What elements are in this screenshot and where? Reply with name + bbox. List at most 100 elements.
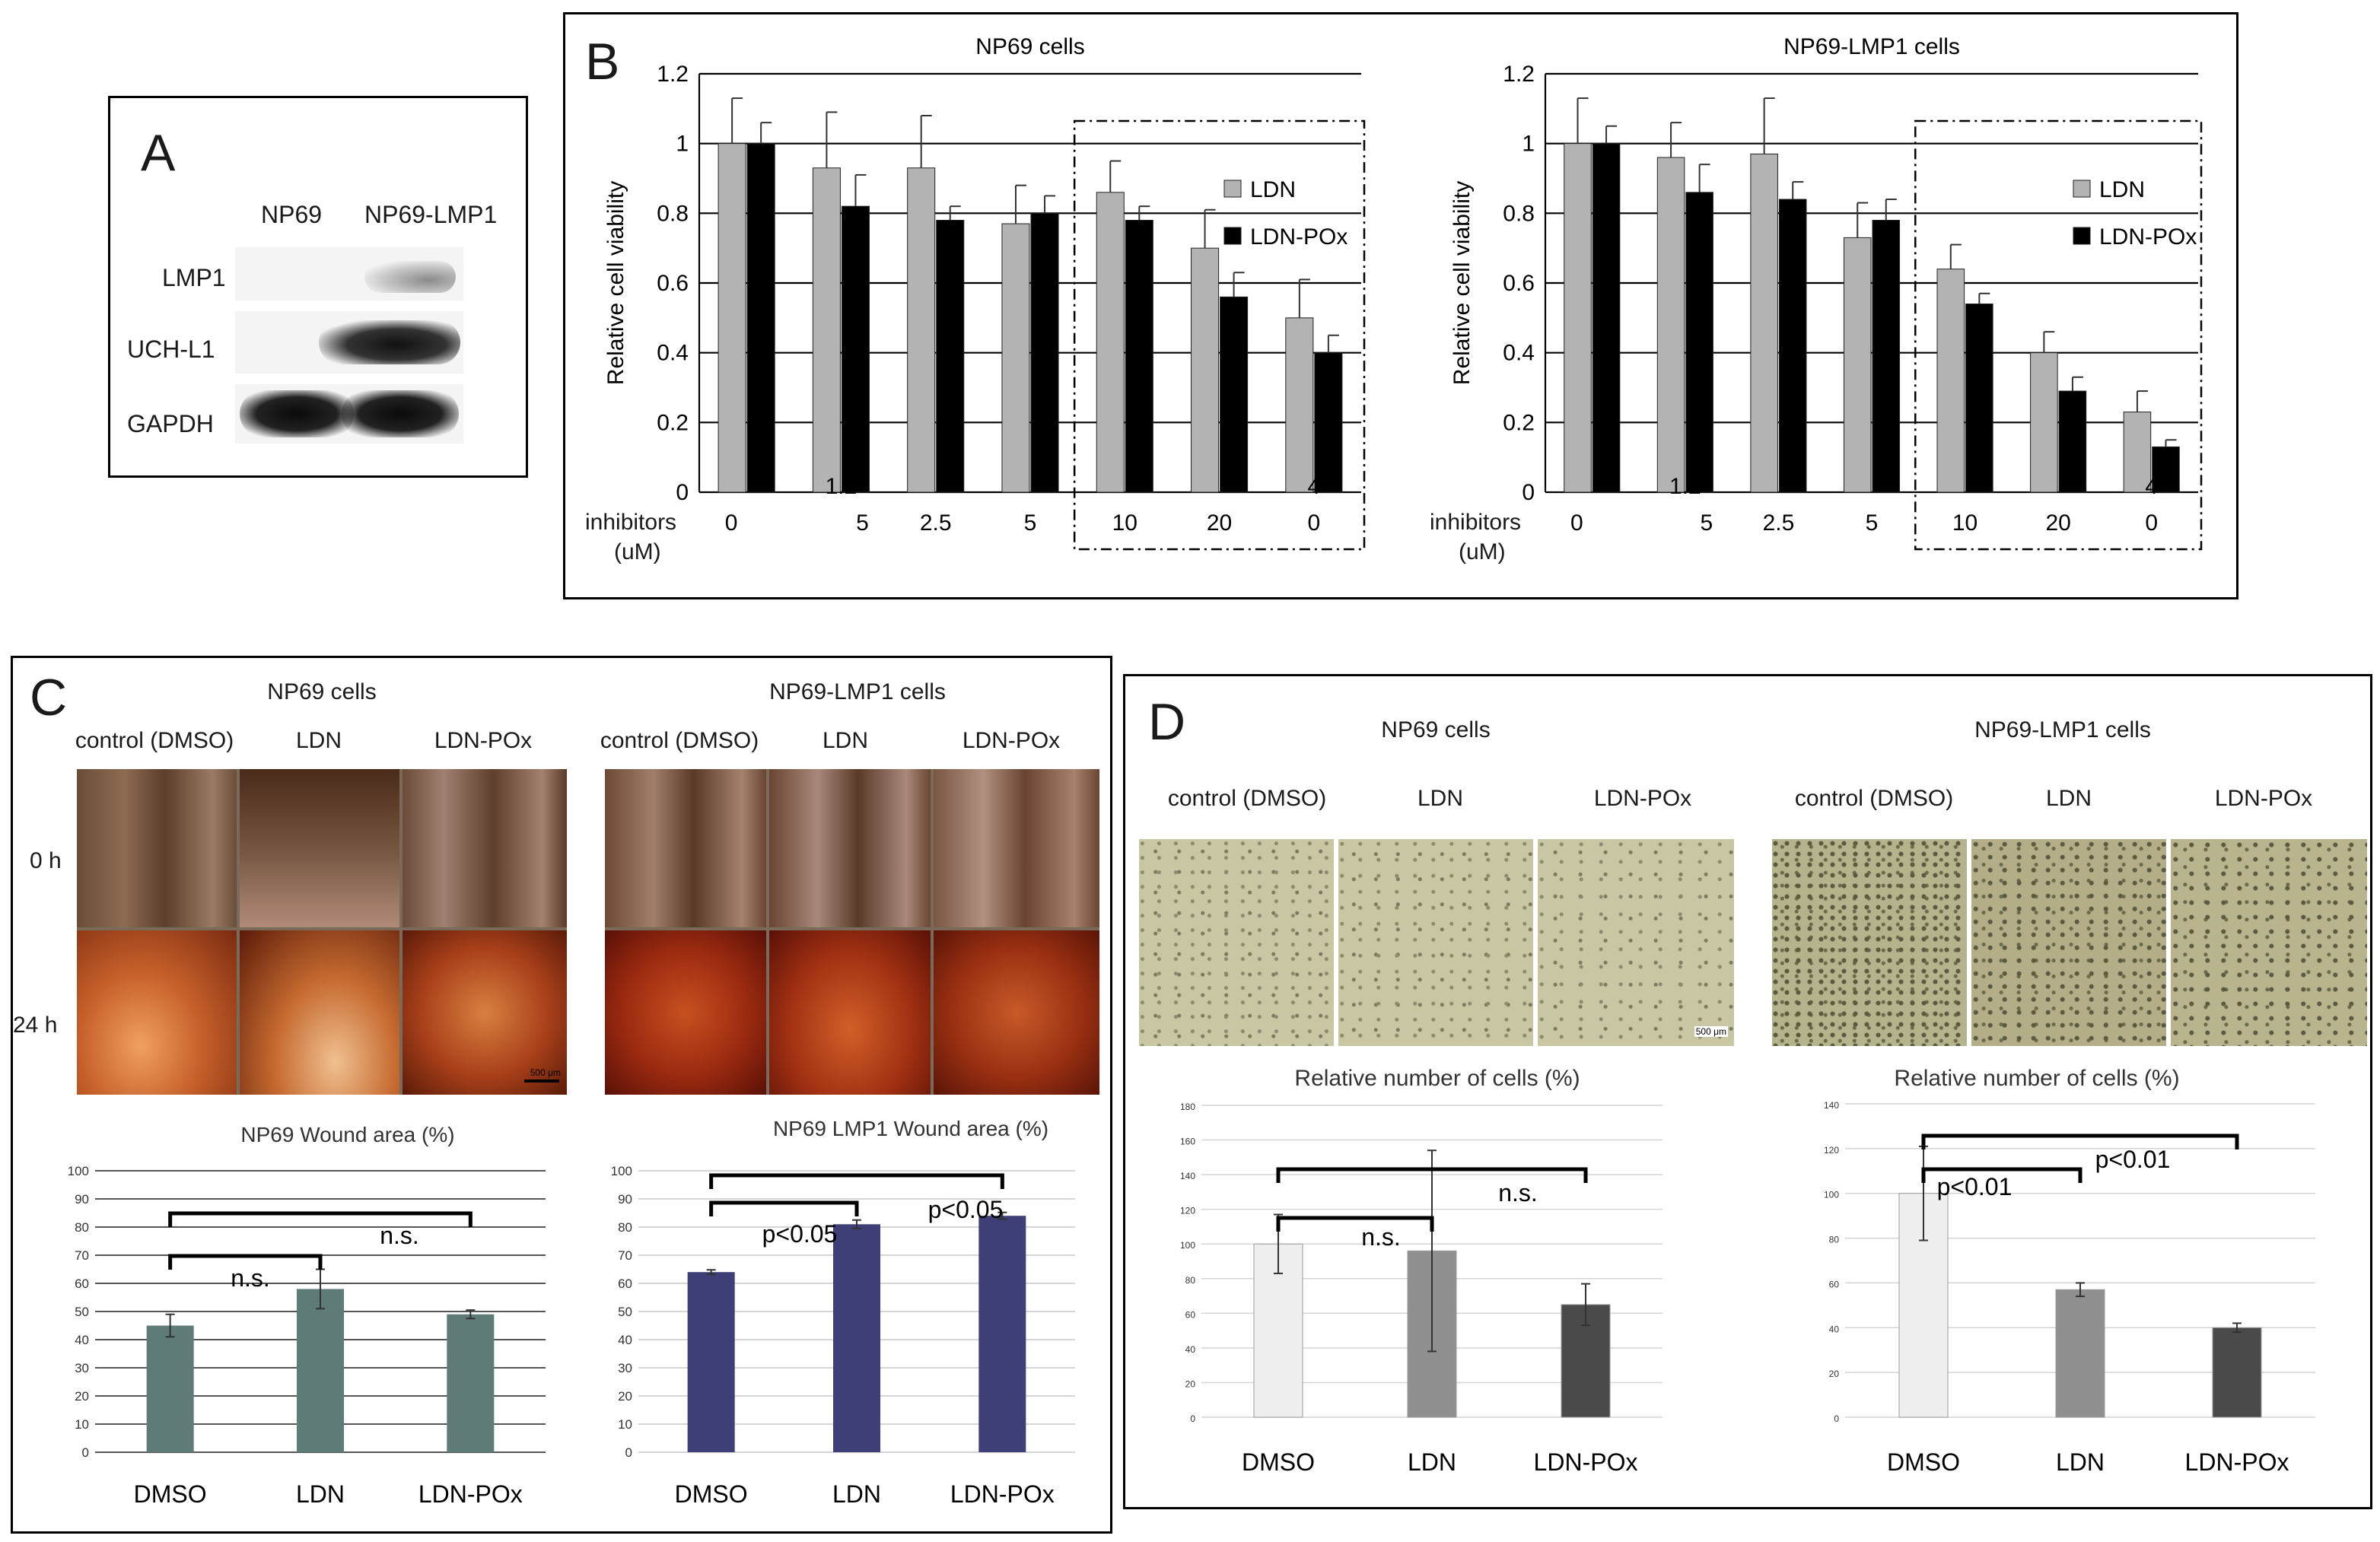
- y-tick-label: 0.4: [1503, 341, 1535, 366]
- x-tick-label: 2.5: [920, 510, 952, 536]
- d-cond-right-ldn: LDN: [2045, 786, 2092, 811]
- y-tick-label: 60: [75, 1277, 89, 1291]
- chart-c-right: NP69 LMP1 Wound area (%) 0 10 20 30 40 50 60 70 8…: [611, 1117, 1075, 1508]
- wound-np69-ldnpox-0h: [402, 769, 567, 927]
- y-tick-label: 20: [1829, 1369, 1840, 1379]
- significance-label: p<0.01: [1937, 1173, 2013, 1200]
- y-tick-label: 10: [75, 1417, 89, 1432]
- y-tick-label: 60: [618, 1277, 632, 1291]
- bar-ldn: [1750, 153, 1778, 493]
- y-tick-label: 10: [618, 1417, 632, 1432]
- y-tick-label: 0: [625, 1445, 632, 1460]
- x-category-label: DMSO: [675, 1480, 748, 1508]
- x-category-label: DMSO: [1242, 1448, 1315, 1476]
- wound-area-charts: NP69 Wound area (%) 0 10 20 30 40 50 60 70 80 90 10…: [68, 1117, 1075, 1508]
- significance-bracket: [168, 1211, 473, 1227]
- western-col-np69: NP69: [261, 201, 323, 228]
- x-tick-label: 10: [1112, 510, 1138, 536]
- band-uchl1-np69-lmp1: [319, 320, 460, 364]
- y-tick-label: 1: [676, 132, 689, 157]
- y-tick-label: 40: [1185, 1344, 1196, 1355]
- x-tick-label: 5: [1866, 510, 1879, 536]
- y-tick-label: 80: [75, 1220, 89, 1235]
- significance-label: n.s.: [1361, 1223, 1401, 1251]
- c-scalebar-label: 500 μm: [530, 1067, 561, 1078]
- x-tick-label: 4: [1308, 474, 1321, 499]
- x-tick-label: 1.2: [1669, 474, 1701, 499]
- x-category-label: LDN-POx: [418, 1480, 523, 1508]
- y-tick-label: 60: [1185, 1309, 1196, 1320]
- chart-title: NP69-LMP1 cells: [1783, 34, 1960, 59]
- y-tick-label: 0: [82, 1445, 89, 1460]
- wound-np69-dmso-0h: [77, 769, 237, 927]
- y-tick-label: 40: [75, 1333, 89, 1347]
- y-tick-label: 70: [618, 1248, 632, 1263]
- y-axis-label: Relative cell viability: [603, 181, 628, 385]
- chart-title: NP69 Wound area (%): [240, 1123, 454, 1146]
- y-tick-label: 160: [1180, 1137, 1195, 1147]
- d-cond-left-ldnpox: LDN-POx: [1593, 786, 1692, 811]
- bar-ldn-pox: [1314, 352, 1343, 493]
- y-tick-label: 120: [1824, 1145, 1839, 1156]
- panel-a-label: A: [141, 124, 176, 182]
- bar-ldn-pox: [746, 143, 775, 493]
- migration-lmp1-ldn: [1971, 839, 2166, 1046]
- migration-lmp1-ldnpox: [2171, 839, 2367, 1046]
- c-row-24h: 24 h: [13, 1013, 58, 1038]
- bar-ldn-pox: [841, 205, 870, 493]
- bar-ldn-pox: [2152, 446, 2180, 493]
- x-tick-label: 5: [856, 510, 869, 536]
- wound-lmp1-dmso-0h: [605, 769, 766, 927]
- y-tick-label: 30: [618, 1361, 632, 1375]
- y-tick-label: 0.8: [1503, 201, 1535, 226]
- wound-lmp1-ldnpox-0h: [934, 769, 1099, 927]
- wound-lmp1-ldn-0h: [769, 769, 931, 927]
- x-tick-label: 10: [1952, 510, 1978, 536]
- x-category-label: LDN: [832, 1480, 881, 1508]
- x-category-label: DMSO: [1887, 1448, 1960, 1476]
- bar-ldn: [2030, 352, 2058, 493]
- bar-ldn: [718, 143, 746, 493]
- chart-title: Relative number of cells (%): [1894, 1066, 2179, 1091]
- bar-ldn-pox: [936, 220, 965, 493]
- c-title-np69: NP69 cells: [267, 679, 377, 704]
- b-left-xtitle-2: (uM): [614, 539, 661, 564]
- y-tick-label: 100: [1824, 1190, 1839, 1200]
- bar-ldn-pox: [1030, 212, 1059, 493]
- y-tick-label: 80: [1829, 1235, 1840, 1245]
- bar: [687, 1272, 735, 1452]
- bar-ldn-pox: [1778, 199, 1807, 493]
- significance-bracket: [709, 1173, 1004, 1189]
- x-tick-label: 20: [1207, 510, 1232, 536]
- bar-ldn: [1001, 223, 1030, 493]
- chart-title: Relative number of cells (%): [1294, 1066, 1580, 1091]
- bar-ldn: [1564, 143, 1592, 493]
- panel-b: B NP69 cells 0 0.2 0.4 0.6 0.8 1 1.2 Relative ce…: [563, 12, 2238, 599]
- y-tick-label: 140: [1180, 1171, 1195, 1181]
- y-tick-label: 80: [618, 1220, 632, 1235]
- significance-label: n.s.: [231, 1264, 270, 1292]
- migration-np69-ldnpox: [1538, 839, 1734, 1046]
- y-tick-label: 120: [1180, 1206, 1195, 1216]
- x-tick-label: 20: [2045, 510, 2070, 536]
- c-cond-right-ldnpox: LDN-POx: [962, 728, 1061, 753]
- bar-ldn-pox: [1872, 220, 1901, 493]
- blot-uchl1: [235, 311, 463, 374]
- y-tick-label: 0.4: [657, 341, 689, 366]
- y-tick-label: 20: [1185, 1378, 1196, 1389]
- x-category-label: DMSO: [134, 1480, 207, 1508]
- bar-ldn-pox: [2058, 390, 2087, 493]
- bar: [978, 1216, 1026, 1452]
- western-row-uchl1: UCH-L1: [127, 335, 215, 363]
- significance-bracket: [1921, 1133, 2239, 1149]
- y-tick-label: 80: [1185, 1275, 1196, 1286]
- d-cond-right-ldnpox: LDN-POx: [2214, 786, 2313, 811]
- wound-images-np69: 500 μm: [77, 769, 567, 1095]
- panel-a: A NP69 NP69-LMP1 LMP1 UCH-L1 GAPDH: [108, 96, 528, 478]
- chart-b-right: NP69-LMP1 cells 0 0.2 0.4 0.6 0.8 1 1.2 Relative…: [1449, 34, 2203, 551]
- chart-d-left: Relative number of cells (%) 0 20 40 60 80 100…: [1180, 1066, 1662, 1476]
- d-cond-right-dmso: control (DMSO): [1794, 786, 1954, 811]
- x-tick-label: 1.2: [826, 474, 858, 499]
- c-title-np69-lmp1: NP69-LMP1 cells: [769, 679, 946, 704]
- bar-ldn-pox: [1592, 143, 1621, 493]
